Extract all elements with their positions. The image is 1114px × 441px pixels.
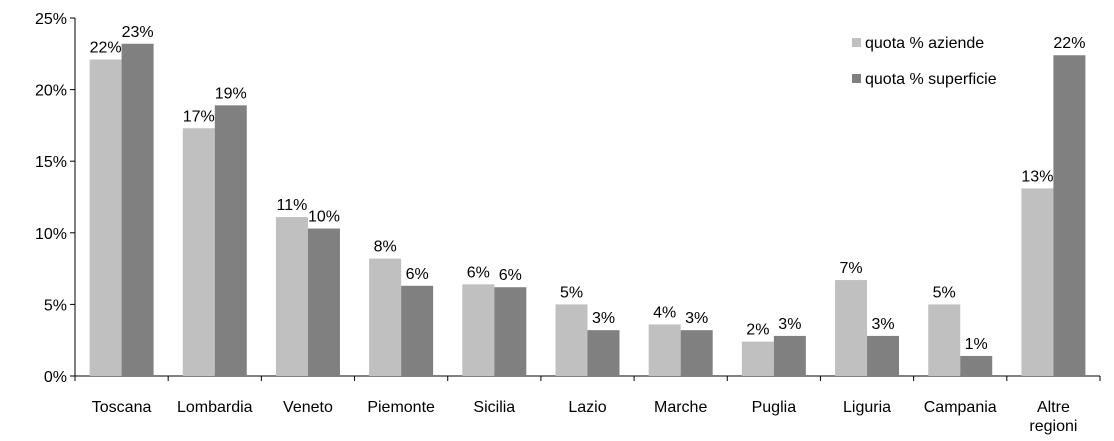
legend-swatch xyxy=(852,74,861,83)
bar xyxy=(214,105,247,377)
bar xyxy=(182,128,215,376)
bar xyxy=(648,324,681,376)
y-tick-label: 25% xyxy=(35,11,67,28)
bar xyxy=(401,285,434,376)
value-label: 3% xyxy=(871,316,894,333)
x-tick-label: Toscana xyxy=(91,399,152,416)
bar xyxy=(587,330,620,376)
value-label: 19% xyxy=(215,85,247,102)
y-tick-label: 5% xyxy=(44,297,67,314)
value-label: 1% xyxy=(965,336,988,353)
bar xyxy=(741,341,774,376)
y-tick-label: 10% xyxy=(35,226,67,243)
value-label: 17% xyxy=(183,108,215,125)
bar xyxy=(462,284,495,376)
x-tick-label: Lombardia xyxy=(176,399,253,416)
value-label: 3% xyxy=(685,310,708,327)
x-tick-label: Sicilia xyxy=(473,399,516,416)
value-label: 5% xyxy=(560,284,583,301)
y-tick-label: 20% xyxy=(35,83,67,100)
bar xyxy=(1021,188,1054,376)
x-tick-label: Veneto xyxy=(283,399,333,416)
legend-label: quota % aziende xyxy=(865,35,984,52)
value-label: 2% xyxy=(746,322,769,339)
x-tick-label: Puglia xyxy=(751,399,797,416)
value-label: 8% xyxy=(374,239,397,256)
bar xyxy=(307,228,340,376)
legend-label: quota % superficie xyxy=(865,71,997,88)
x-tick-label: Marche xyxy=(653,399,708,416)
value-label: 10% xyxy=(308,209,340,226)
y-tick-label: 0% xyxy=(44,369,67,386)
x-tick-label: Liguria xyxy=(843,399,892,416)
bar xyxy=(494,287,527,376)
value-label: 22% xyxy=(1053,35,1085,52)
value-label: 13% xyxy=(1021,168,1053,185)
value-label: 6% xyxy=(406,266,429,283)
value-label: 22% xyxy=(90,40,122,57)
x-tick-label: Altre regioni xyxy=(1029,399,1078,435)
value-label: 6% xyxy=(499,267,522,284)
value-label: 5% xyxy=(933,284,956,301)
value-label: 6% xyxy=(467,264,490,281)
x-tick-label: Lazio xyxy=(568,399,607,416)
bar xyxy=(928,304,961,376)
value-label: 3% xyxy=(778,316,801,333)
bar xyxy=(680,330,713,376)
value-label: 7% xyxy=(839,260,862,277)
bar xyxy=(960,355,993,376)
bar xyxy=(369,258,402,376)
value-label: 3% xyxy=(592,310,615,327)
bar xyxy=(1053,55,1086,377)
y-tick-label: 15% xyxy=(35,154,67,171)
value-label: 4% xyxy=(653,304,676,321)
bar xyxy=(89,59,122,376)
bar xyxy=(275,217,308,376)
x-tick-label: Piemonte xyxy=(367,399,435,416)
x-tick-label: Campania xyxy=(923,399,997,416)
value-label: 23% xyxy=(122,24,154,41)
legend-swatch xyxy=(852,38,861,47)
value-label: 11% xyxy=(277,197,308,214)
bar xyxy=(121,43,154,376)
bar xyxy=(835,280,868,376)
bar xyxy=(555,304,588,376)
bar xyxy=(773,335,806,376)
bar xyxy=(867,335,900,376)
